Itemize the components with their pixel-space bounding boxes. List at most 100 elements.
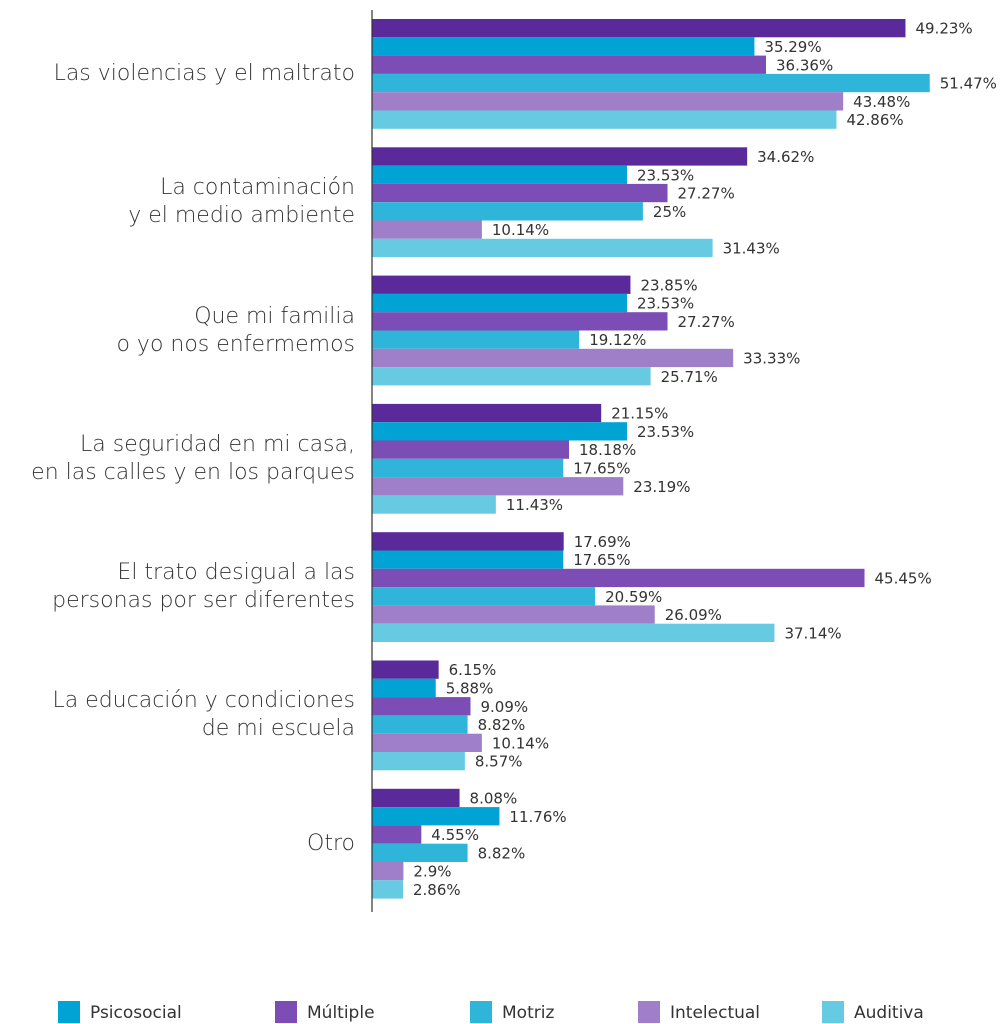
bar — [372, 238, 713, 258]
bar — [372, 623, 775, 642]
bar — [372, 825, 422, 844]
category-label: La contaminación y el medio ambiente — [128, 175, 355, 229]
value-label: 4.55% — [431, 826, 479, 844]
bar — [372, 73, 930, 93]
value-label: 43.48% — [853, 93, 910, 111]
bar — [372, 330, 580, 349]
bar — [372, 862, 404, 881]
bar — [372, 587, 596, 606]
bar — [372, 788, 460, 808]
bar — [372, 733, 482, 752]
value-label: 9.09% — [481, 698, 529, 716]
value-label: 23.19% — [633, 478, 690, 496]
bar — [372, 55, 767, 74]
value-label: 11.43% — [506, 496, 563, 514]
category-label: Que mi familia o yo nos enfermemos — [116, 303, 355, 357]
bar — [372, 183, 668, 203]
value-label: 37.14% — [784, 624, 841, 642]
bar — [372, 422, 627, 441]
bar — [372, 293, 627, 313]
bar — [372, 37, 755, 56]
bar — [372, 202, 643, 221]
legend-label: Intelectual — [670, 1003, 760, 1023]
bar — [372, 715, 468, 734]
value-label: 17.69% — [574, 533, 631, 551]
value-label: 18.18% — [579, 441, 636, 459]
value-label: 5.88% — [446, 679, 494, 697]
value-label: 49.23% — [915, 20, 972, 38]
value-label: 8.57% — [475, 753, 523, 771]
value-label: 23.53% — [637, 166, 694, 184]
value-label: 27.27% — [678, 185, 735, 203]
bar — [372, 568, 865, 588]
value-label: 17.65% — [573, 459, 630, 477]
value-label: 23.85% — [640, 276, 697, 294]
bar — [372, 110, 837, 129]
value-label: 23.53% — [637, 423, 694, 441]
value-label: 25% — [653, 203, 686, 221]
legend-label: Motriz — [502, 1003, 554, 1023]
bar — [372, 403, 602, 423]
value-label: 36.36% — [776, 56, 833, 74]
value-label: 27.27% — [678, 313, 735, 331]
bar — [372, 312, 668, 331]
value-label: 17.65% — [573, 551, 630, 569]
value-label: 25.71% — [661, 368, 718, 386]
bar — [372, 147, 748, 166]
value-label: 45.45% — [875, 569, 932, 587]
category-label: El trato desigual a las personas por ser… — [52, 560, 355, 614]
bar — [372, 495, 496, 514]
legend-swatch — [275, 1001, 297, 1023]
value-label: 20.59% — [605, 588, 662, 606]
bar — [372, 348, 734, 368]
value-label: 2.86% — [413, 881, 461, 899]
bar — [372, 678, 436, 698]
bar — [372, 477, 624, 496]
category-label: La seguridad en mi casa, en las calles y… — [31, 431, 355, 485]
value-label: 34.62% — [757, 148, 814, 166]
value-label: 19.12% — [589, 331, 646, 349]
bar — [372, 550, 564, 569]
value-label: 8.82% — [478, 716, 526, 734]
value-label: 51.47% — [940, 75, 997, 93]
bar — [372, 440, 570, 459]
bar — [372, 220, 482, 239]
value-label: 21.15% — [611, 405, 668, 423]
bar — [372, 843, 468, 862]
bar — [372, 605, 655, 624]
value-label: 33.33% — [743, 349, 800, 367]
value-label: 23.53% — [637, 295, 694, 313]
bar — [372, 697, 471, 716]
category-label: La educación y condiciones de mi escuela — [52, 688, 355, 742]
bar — [372, 458, 564, 478]
legend-swatch — [822, 1001, 844, 1023]
value-label: 35.29% — [764, 38, 821, 56]
value-label: 10.14% — [492, 734, 549, 752]
bar — [372, 165, 627, 184]
bar — [372, 275, 631, 294]
legend-label: Psicosocial — [90, 1003, 182, 1023]
bar — [372, 92, 844, 111]
bar — [372, 880, 403, 899]
legend-swatch — [470, 1001, 492, 1023]
legend-label: Auditiva — [854, 1003, 924, 1023]
value-label: 31.43% — [723, 239, 780, 257]
bar — [372, 367, 651, 386]
value-label: 2.9% — [413, 863, 451, 881]
value-label: 42.86% — [846, 111, 903, 129]
value-label: 11.76% — [509, 808, 566, 826]
bar — [372, 19, 906, 38]
bar — [372, 752, 465, 771]
bar — [372, 807, 500, 826]
bar — [372, 660, 439, 679]
value-label: 8.82% — [478, 844, 526, 862]
value-label: 8.08% — [470, 789, 518, 807]
value-label: 10.14% — [492, 221, 549, 239]
legend-swatch — [638, 1001, 660, 1023]
category-label: Otro — [307, 830, 355, 856]
bar — [372, 532, 564, 551]
value-label: 6.15% — [449, 661, 497, 679]
category-label: Las violencias y el maltrato — [53, 60, 355, 86]
